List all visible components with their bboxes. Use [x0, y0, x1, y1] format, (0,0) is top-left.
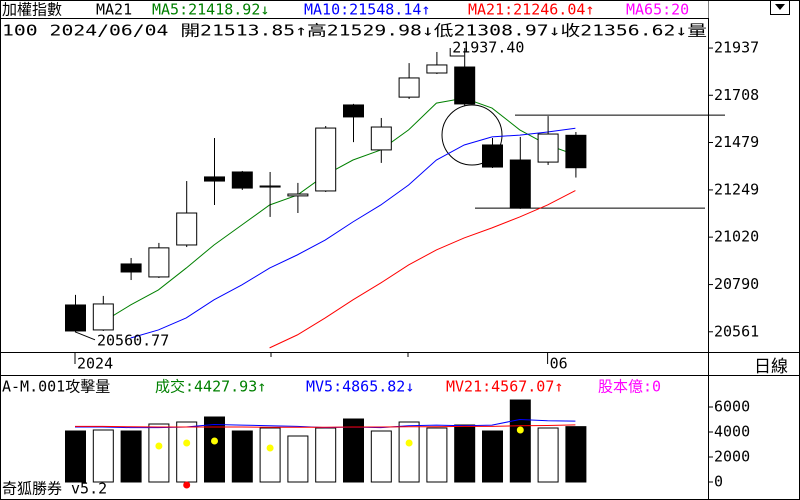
- volume-bar: [343, 418, 364, 483]
- annotation-leader: [449, 47, 465, 57]
- volume-bar: [120, 430, 142, 483]
- legend-entry: MA5:21418.92↓: [152, 1, 269, 19]
- volume-bar: [92, 429, 114, 483]
- volume-bar: [259, 427, 281, 483]
- y-tick-label: 0: [714, 473, 723, 491]
- y-tick-label: 20561: [714, 322, 759, 340]
- annotation-label: 21937.40: [452, 38, 524, 56]
- candle-body: [92, 303, 114, 331]
- candle-body: [148, 247, 170, 278]
- menu-button[interactable]: [770, 0, 790, 15]
- menu-button-icon[interactable]: [775, 4, 785, 10]
- candle-body: [482, 144, 503, 168]
- quote-line: 100 2024/06/04 開21513.85↑高21529.98↓低2130…: [2, 22, 707, 40]
- volume-bar: [398, 421, 420, 483]
- signal-dot: [155, 442, 163, 450]
- y-tick-label: 2000: [714, 448, 750, 466]
- y-tick-label: 6000: [714, 398, 750, 416]
- volume-bar: [482, 430, 503, 483]
- candle-body: [287, 193, 309, 197]
- legend-entry: MV5:4865.82↓: [306, 378, 414, 396]
- y-tick-label: 21479: [714, 133, 759, 151]
- volume-bar: [176, 421, 198, 483]
- y-tick-label: 21937: [714, 39, 759, 57]
- candle-body: [509, 159, 531, 209]
- candle-body: [537, 133, 559, 163]
- volume-bar: [537, 427, 559, 483]
- legend-entry: 股本億:0: [598, 378, 661, 396]
- y-tick-label: 21020: [714, 228, 759, 246]
- candle-body: [231, 171, 253, 189]
- legend-entry: MV21:4567.07↑: [446, 378, 563, 396]
- volume-bar: [370, 430, 392, 483]
- y-tick-label: 20790: [714, 275, 759, 293]
- volume-bar: [231, 430, 253, 483]
- x-tick-label: 06: [550, 355, 568, 373]
- volume-bar: [426, 427, 448, 483]
- signal-dot: [211, 437, 218, 445]
- volume-bar: [148, 423, 170, 483]
- candle-body: [65, 304, 86, 332]
- ma-line: [130, 127, 576, 339]
- period-label: 日線: [754, 357, 788, 377]
- chart-title: 加權指數: [2, 1, 62, 19]
- signal-dot: [183, 439, 191, 447]
- volume-bar: [204, 416, 225, 483]
- annotation-label: 20560.77: [97, 331, 169, 349]
- candle-body: [370, 126, 392, 151]
- candle-body: [343, 104, 364, 118]
- signal-dot: [405, 439, 413, 447]
- signal-dot: [516, 426, 524, 434]
- legend-entry: MA21:21246.04↑: [468, 1, 594, 19]
- candle-body: [120, 263, 142, 273]
- legend-entry: 成交:4427.93↑: [155, 378, 266, 396]
- volume-bar: [454, 424, 476, 483]
- volume-bar: [287, 435, 309, 483]
- candle-body: [426, 64, 448, 74]
- legend-entry: MA65:20: [626, 1, 689, 19]
- candle-body: [398, 77, 420, 98]
- volume-bar: [315, 427, 337, 483]
- candle-body: [315, 127, 337, 192]
- ma-line: [102, 97, 576, 323]
- y-tick-label: 21708: [714, 86, 759, 104]
- header-clip: [708, 1, 769, 18]
- y-tick-label: 21249: [714, 180, 759, 198]
- signal-dot: [183, 481, 191, 489]
- annotation-leader: [74, 331, 96, 341]
- candle-body: [259, 185, 281, 188]
- candle-body: [565, 134, 587, 169]
- y-tick-label: 4000: [714, 423, 750, 441]
- candle-body: [204, 176, 225, 182]
- volume-bar: [565, 426, 587, 483]
- signal-dot: [266, 444, 274, 452]
- footer: 奇狐勝券 v5.2: [2, 480, 107, 498]
- panel-title: A-M.001攻擊量: [2, 378, 110, 396]
- x-tick-label: 2024: [77, 355, 113, 373]
- ma-line: [269, 190, 576, 349]
- ma-line: [75, 424, 576, 428]
- candle-body: [176, 212, 198, 246]
- volume-bar: [65, 430, 86, 483]
- indicator-label: MA21: [96, 1, 132, 19]
- volume-bar: [509, 399, 531, 483]
- candle-body: [454, 66, 476, 105]
- legend-entry: MA10:21548.14↑: [304, 1, 430, 19]
- highlight-circle: [441, 104, 503, 166]
